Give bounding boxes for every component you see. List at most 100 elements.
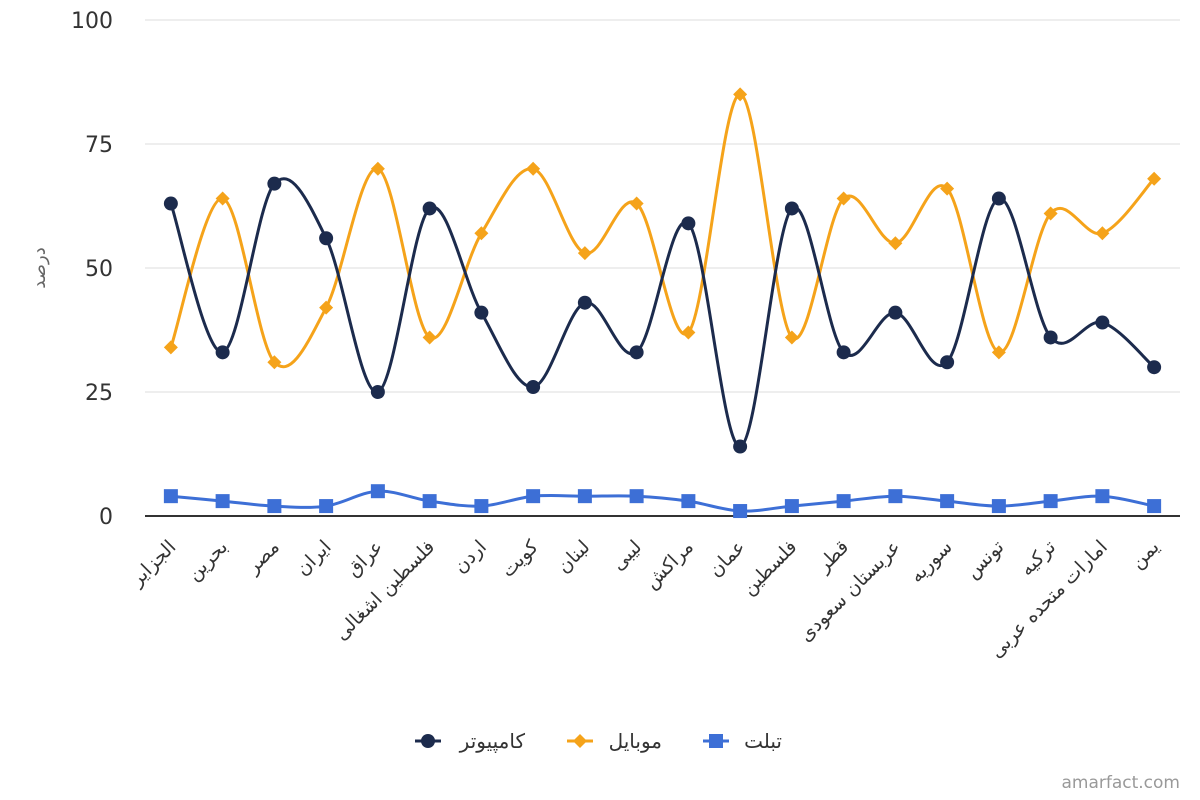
y-axis-title: درصد [29, 247, 50, 288]
x-tick-label: مراکش [640, 536, 697, 593]
y-tick-label: 50 [85, 257, 113, 282]
data-point [370, 161, 385, 176]
y-tick-label: 75 [85, 133, 113, 158]
x-tick-label: مصر [241, 536, 284, 579]
data-point [836, 494, 851, 509]
data-point [1095, 226, 1110, 241]
data-point [940, 181, 955, 196]
data-point [577, 246, 592, 261]
legend-item[interactable]: کامپیوتر [415, 729, 525, 754]
data-point [1147, 360, 1162, 375]
x-tick-label: اردن [449, 536, 491, 578]
data-point [836, 191, 851, 206]
legend-item[interactable]: تبلت [703, 729, 782, 753]
legend-marker [573, 734, 587, 748]
x-tick-label: عراق [342, 536, 387, 581]
data-point [1043, 494, 1058, 509]
series-1 [163, 87, 1162, 370]
data-point [577, 295, 592, 310]
data-point [1095, 489, 1110, 504]
data-point [163, 489, 178, 504]
x-tick-label: الجزایر [125, 536, 180, 591]
data-point [784, 201, 799, 216]
data-point [526, 161, 541, 176]
data-point [940, 494, 955, 509]
x-tick-label: قطر [812, 536, 853, 577]
data-point [1043, 206, 1058, 221]
data-point [991, 191, 1006, 206]
data-point [1043, 330, 1058, 345]
x-tick-label: سوریه [905, 536, 956, 587]
data-point [267, 176, 282, 191]
data-point [474, 226, 489, 241]
legend-marker [709, 734, 723, 748]
data-point [422, 201, 437, 216]
x-tick-label: لبنان [553, 536, 595, 578]
x-tick-label: ترکیه [1016, 536, 1060, 580]
legend-item[interactable]: موبایل [567, 729, 662, 753]
data-point [733, 87, 748, 102]
x-tick-label: لیبی [607, 536, 646, 575]
data-point [526, 489, 541, 504]
data-point [888, 305, 903, 320]
data-point [1147, 499, 1162, 514]
data-point [267, 499, 282, 514]
series-0 [163, 176, 1162, 454]
data-point [1147, 171, 1162, 186]
data-point [474, 499, 489, 514]
data-point [319, 300, 334, 315]
data-point [215, 345, 230, 360]
data-point [681, 325, 696, 340]
data-point [940, 355, 955, 370]
data-point [836, 345, 851, 360]
legend-label: موبایل [609, 729, 662, 753]
series-line [169, 177, 1156, 449]
data-point [319, 231, 334, 246]
data-point [370, 385, 385, 399]
data-point [370, 484, 385, 499]
data-point [733, 504, 748, 519]
data-point [577, 489, 592, 504]
data-point [784, 499, 799, 514]
x-tick-label: عمان [704, 536, 749, 581]
x-tick-label: کویت [497, 535, 543, 581]
x-tick-label: یمن [1126, 536, 1163, 573]
series-line [169, 489, 1156, 513]
series-2 [163, 484, 1162, 519]
data-point [888, 489, 903, 504]
data-point [163, 340, 178, 355]
y-tick-label: 25 [85, 381, 113, 406]
data-point [215, 191, 230, 206]
y-tick-label: 100 [71, 9, 113, 34]
data-point [991, 499, 1006, 514]
data-point [474, 305, 489, 320]
legend[interactable]: کامپیوتر موبایل تبلت [415, 729, 782, 754]
data-point [319, 499, 334, 514]
data-point [422, 494, 437, 509]
legend-marker [421, 734, 435, 748]
x-tick-label: بحرین [183, 536, 232, 585]
y-tick-label: 0 [99, 505, 113, 530]
data-point [629, 345, 644, 360]
data-point [784, 330, 799, 345]
data-point [629, 489, 644, 504]
x-tick-label: فلسطین [738, 536, 802, 600]
data-point [215, 494, 230, 509]
credit-text: amarfact.com [1061, 773, 1180, 793]
data-point [733, 439, 748, 454]
data-point [526, 380, 541, 395]
data-point [1095, 315, 1110, 330]
grid [145, 19, 1180, 517]
data-point [991, 345, 1006, 360]
data-point [681, 494, 696, 509]
x-tick-label: ایران [292, 536, 336, 580]
data-point [422, 330, 437, 345]
data-point [267, 355, 282, 370]
series-line [169, 92, 1156, 369]
data-point [629, 196, 644, 211]
data-point [888, 236, 903, 251]
x-tick-label: تونس [961, 536, 1008, 583]
y-axis-ticks: 0 25 50 75 100 [71, 9, 113, 530]
